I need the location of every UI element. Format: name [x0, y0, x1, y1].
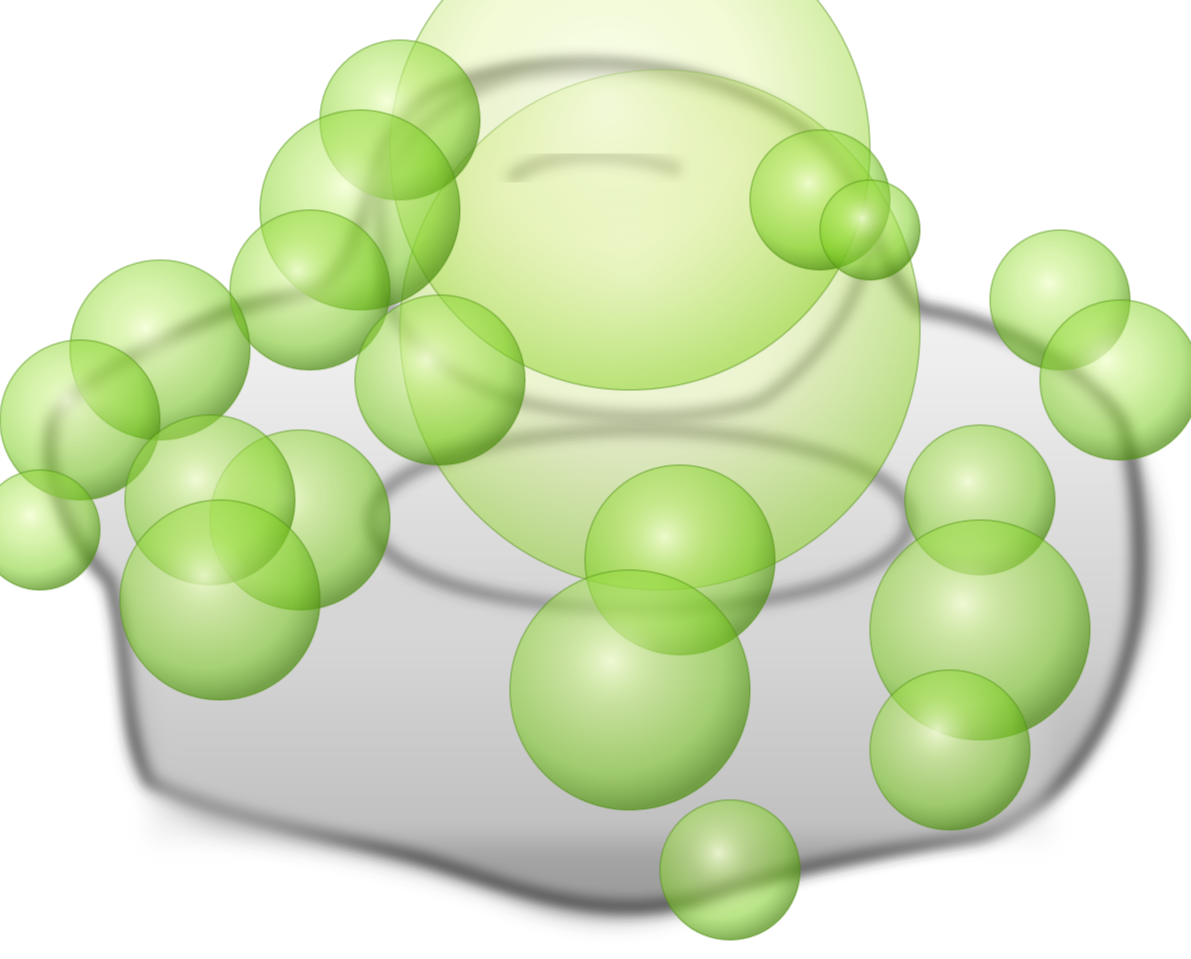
atom-sphere — [0, 469, 101, 591]
atom-sphere — [229, 209, 391, 371]
atom-sphere — [869, 669, 1031, 831]
atom-sphere — [1039, 299, 1191, 461]
atom-sphere — [819, 179, 921, 281]
atom-sphere — [509, 569, 751, 811]
atom-sphere — [659, 799, 801, 941]
atom-sphere — [354, 294, 526, 466]
atom-sphere — [119, 499, 321, 701]
